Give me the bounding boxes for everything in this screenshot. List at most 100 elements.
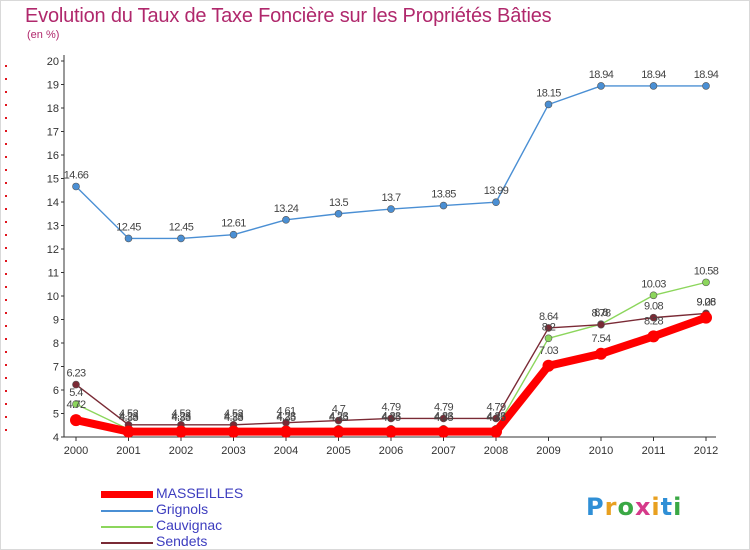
data-label: 4.33 (171, 412, 190, 424)
edge-marker (5, 91, 7, 93)
series-line-grignols (75, 85, 707, 240)
x-tick-label: 2000 (64, 445, 88, 457)
data-label: 10.03 (641, 278, 666, 290)
data-point (122, 425, 135, 438)
data-label: 4.23 (329, 411, 348, 423)
edge-marker (5, 390, 7, 392)
edge-marker (5, 117, 7, 119)
data-point (70, 414, 82, 427)
legend: MASSEILLES Grignols Cauvignac Sendets (101, 485, 301, 549)
data-label: 4.52 (224, 408, 243, 420)
data-label: 4.61 (276, 406, 295, 418)
edge-marker (5, 273, 7, 275)
edge-marker (5, 286, 7, 288)
chart-subtitle: (en %) (27, 29, 60, 41)
legend-item-sendets: Sendets (101, 533, 301, 549)
edge-marker (5, 351, 7, 353)
data-point (124, 234, 133, 243)
data-point (72, 380, 80, 389)
data-label: 4.23 (434, 411, 453, 423)
x-tick-label: 2006 (379, 445, 403, 457)
data-label: 18.15 (536, 87, 561, 99)
legend-swatch (101, 491, 153, 498)
y-tick-label: 13 (47, 221, 59, 233)
data-label: 4.23 (486, 411, 505, 423)
legend-item-cauvignac: Cauvignac (101, 517, 301, 534)
data-label: 4.23 (381, 411, 400, 423)
data-label: 10.58 (694, 265, 719, 277)
y-tick-label: 6 (53, 385, 59, 397)
edge-marker (5, 195, 7, 197)
edge-marker (5, 208, 7, 210)
legend-label: Cauvignac (156, 517, 223, 533)
data-point (649, 291, 658, 300)
data-label: 13.85 (431, 189, 456, 201)
legend-label: MASSEILLES (156, 485, 244, 501)
data-point (597, 320, 605, 329)
line-chart: 4 5 6 7 8 9 10 11 12 13 14 15 16 17 18 19 20 2000 2001 2002… (5, 55, 719, 457)
x-tick-label: 2009 (536, 445, 560, 457)
y-tick-label: 16 (47, 150, 59, 162)
edge-marker (5, 104, 7, 106)
legend-swatch (101, 542, 153, 544)
chart-title: Evolution du Taux de Taxe Foncière sur l… (25, 5, 552, 27)
data-point (595, 347, 607, 360)
data-label: 12.61 (221, 218, 246, 230)
data-label: 4.33 (119, 412, 138, 424)
data-label: 18.94 (641, 69, 666, 81)
logo-letter: i (673, 493, 683, 521)
edge-marker (5, 221, 7, 223)
data-label: 4.79 (381, 401, 400, 413)
data-point (387, 414, 395, 423)
x-tick-label: 2010 (589, 445, 613, 457)
data-point (544, 334, 553, 343)
data-point (649, 313, 658, 322)
data-point (700, 311, 712, 324)
x-tick-label: 2002 (169, 445, 193, 457)
data-label: 4.79 (486, 401, 505, 413)
x-tick-label: 2004 (274, 445, 298, 457)
x-tick-label: 2005 (326, 445, 350, 457)
data-label: 9.26 (696, 296, 715, 308)
data-label: 8.8 (594, 307, 608, 319)
data-label: 8.78 (591, 308, 610, 320)
edge-marker (5, 377, 7, 379)
x-tick-label: 2001 (116, 445, 140, 457)
y-tick-label: 4 (53, 432, 59, 444)
data-label: 4.23 (119, 411, 138, 423)
y-tick-label: 7 (53, 362, 59, 374)
data-label: 12.45 (116, 221, 141, 233)
x-tick-label: 2011 (642, 445, 666, 457)
y-tick-label: 10 (47, 291, 59, 303)
y-tick-label: 19 (47, 80, 59, 92)
data-point (597, 82, 605, 90)
edge-marker (5, 299, 7, 301)
data-point (334, 209, 343, 218)
data-point (387, 205, 395, 213)
edge-marker (5, 182, 7, 184)
data-label: 4.23 (171, 411, 190, 423)
legend-label: Grignols (156, 501, 209, 517)
data-label: 13.7 (381, 192, 400, 204)
data-point (72, 400, 80, 408)
edge-marker (5, 78, 7, 80)
edge-marker (5, 416, 7, 418)
data-label: 6.23 (66, 368, 85, 380)
data-point (437, 425, 450, 438)
data-point (385, 425, 397, 438)
y-tick-label: 15 (47, 174, 59, 186)
logo-letter: o (617, 493, 635, 521)
y-tick-label: 8 (53, 338, 59, 350)
edge-marker (5, 65, 7, 67)
legend-item-grignols: Grignols (101, 501, 301, 518)
data-point (332, 425, 345, 438)
data-label: 4.35 (329, 412, 348, 424)
logo-letter: r (604, 493, 618, 521)
data-label: 4.35 (381, 412, 400, 424)
y-tick-label: 5 (53, 409, 59, 421)
x-tick-label: 2012 (694, 445, 718, 457)
logo-letter: P (586, 493, 605, 521)
data-point (544, 324, 553, 332)
edge-marker (5, 403, 7, 405)
